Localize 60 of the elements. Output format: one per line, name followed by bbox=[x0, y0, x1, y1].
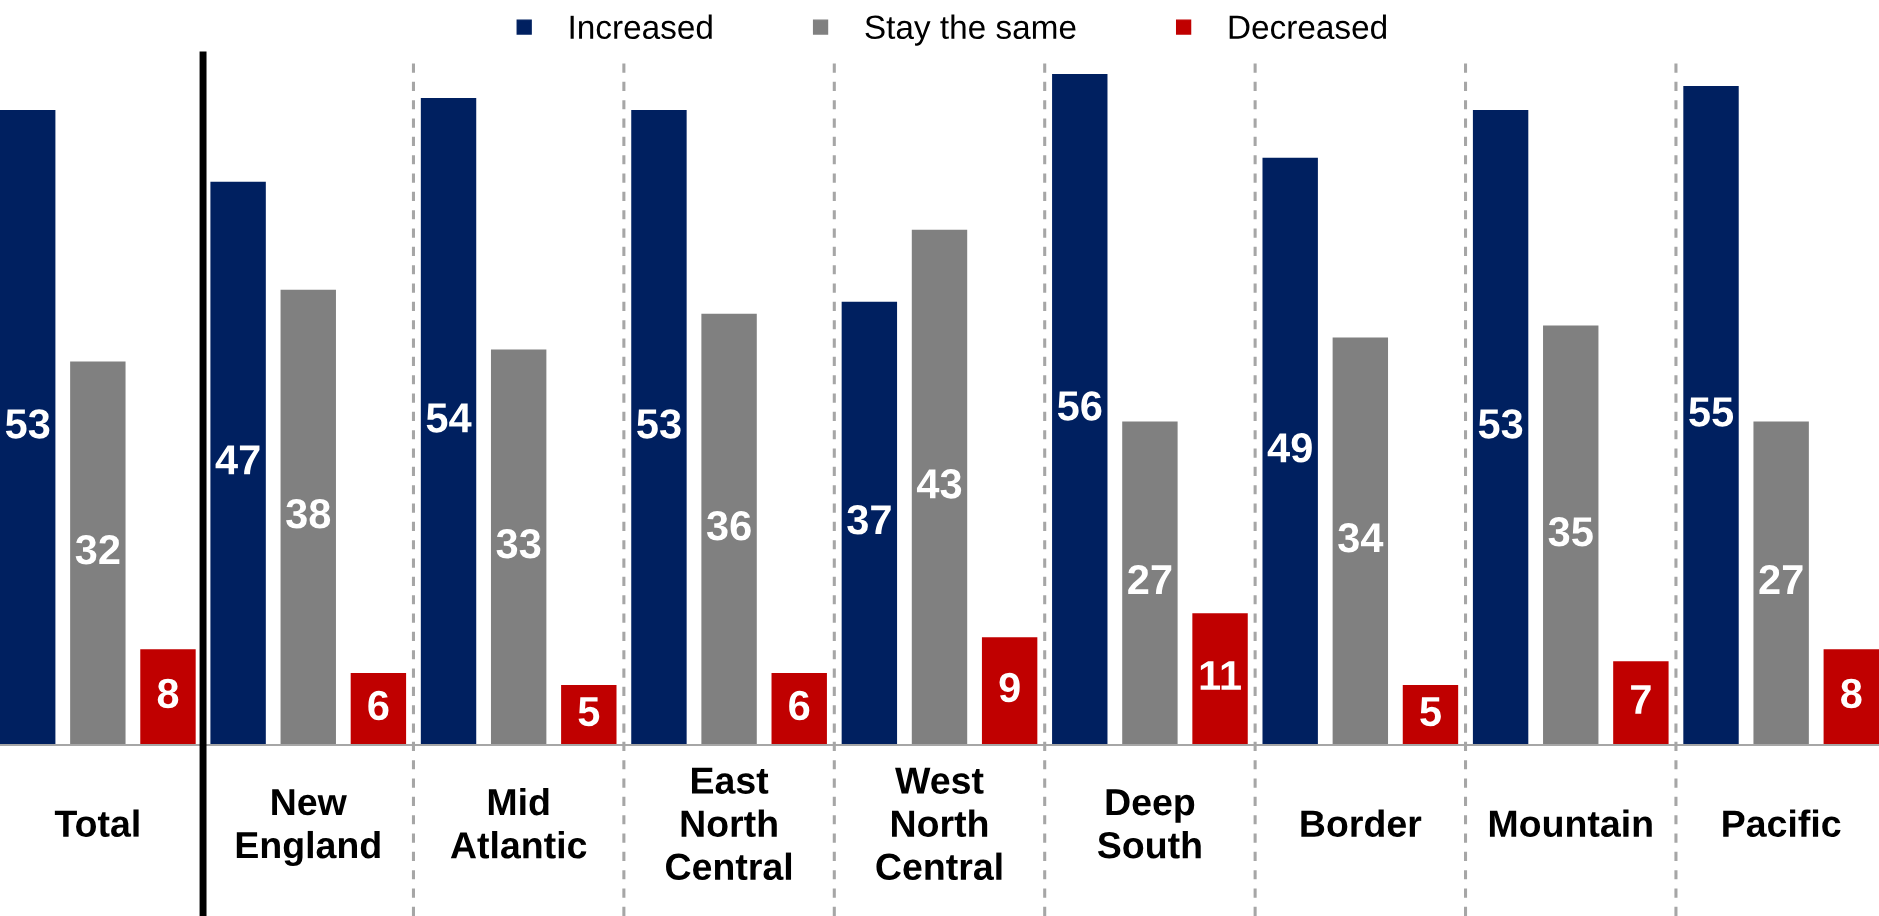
bar bbox=[1262, 157, 1318, 745]
bar bbox=[1823, 649, 1879, 745]
data-label: 8 bbox=[1841, 678, 1862, 709]
x-tick-label: Mid Atlantic bbox=[450, 787, 587, 859]
data-label: 47 bbox=[215, 445, 260, 475]
data-label: 5 bbox=[1420, 697, 1441, 727]
legend-label: Stay the same bbox=[865, 14, 1076, 46]
data-label: 54 bbox=[426, 403, 472, 433]
data-label: 27 bbox=[1759, 564, 1803, 595]
data-label: 32 bbox=[75, 534, 120, 565]
bar bbox=[631, 109, 687, 745]
x-tick-label: East North Central bbox=[666, 767, 792, 881]
data-label: 5 bbox=[578, 697, 600, 727]
data-label: 53 bbox=[637, 409, 681, 439]
bar bbox=[1543, 325, 1599, 745]
data-label: 55 bbox=[1689, 397, 1734, 427]
bar bbox=[1613, 661, 1669, 745]
data-label: 36 bbox=[706, 511, 751, 541]
data-label: 38 bbox=[286, 499, 331, 529]
bar bbox=[490, 349, 547, 745]
data-label: 11 bbox=[1200, 661, 1241, 690]
bar bbox=[1332, 337, 1389, 745]
data-label: 8 bbox=[157, 678, 179, 709]
x-tick-label: Deep South bbox=[1097, 789, 1201, 859]
bar bbox=[911, 229, 968, 745]
data-label: 35 bbox=[1548, 516, 1593, 547]
data-label: 9 bbox=[999, 672, 1020, 703]
x-tick-label: Mountain bbox=[1489, 809, 1652, 838]
legend-label: Increased bbox=[570, 14, 712, 40]
bar bbox=[1122, 421, 1178, 745]
data-label: 37 bbox=[847, 505, 891, 535]
bar bbox=[1683, 85, 1739, 745]
legend-label: Decreased bbox=[1229, 14, 1387, 40]
data-label: 43 bbox=[916, 469, 962, 499]
data-label: 53 bbox=[1478, 409, 1523, 439]
bar bbox=[1753, 421, 1809, 745]
bar bbox=[1472, 109, 1529, 745]
data-label: 53 bbox=[5, 409, 50, 439]
bar bbox=[561, 685, 617, 745]
data-label: 6 bbox=[789, 690, 810, 721]
data-label: 33 bbox=[496, 528, 541, 559]
bar bbox=[1192, 613, 1248, 745]
bar bbox=[280, 289, 336, 745]
data-label: 56 bbox=[1057, 391, 1102, 421]
data-label: 27 bbox=[1128, 564, 1172, 595]
bar bbox=[981, 637, 1038, 745]
x-tick-label: Pacific bbox=[1723, 809, 1841, 838]
x-tick-label: Total bbox=[54, 809, 139, 838]
data-label: 49 bbox=[1267, 433, 1312, 463]
bar bbox=[210, 181, 266, 745]
x-tick-label: Border bbox=[1301, 809, 1422, 838]
bar bbox=[841, 301, 898, 745]
bar bbox=[701, 313, 757, 745]
data-label: 7 bbox=[1631, 685, 1651, 714]
x-tick-label: New England bbox=[236, 789, 380, 867]
bar bbox=[1052, 74, 1108, 745]
x-tick-label: West North Central bbox=[876, 767, 1002, 881]
data-label: 6 bbox=[368, 690, 389, 721]
data-label: 34 bbox=[1338, 522, 1384, 553]
bar bbox=[420, 97, 477, 745]
